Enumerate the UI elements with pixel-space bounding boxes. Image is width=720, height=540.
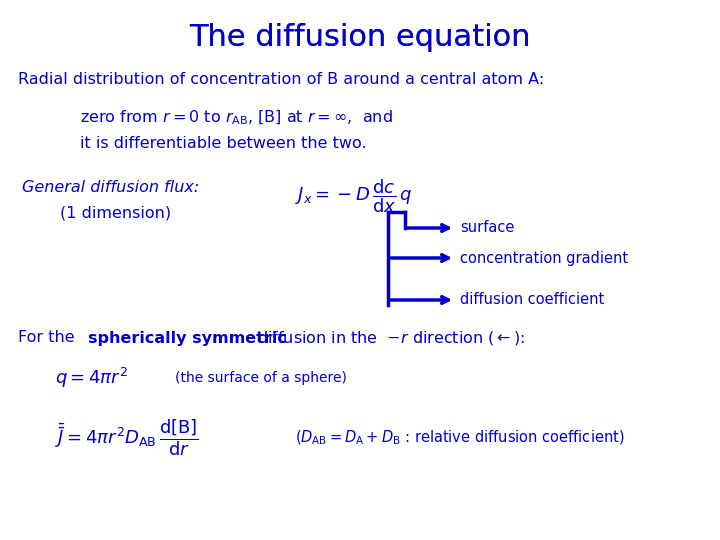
Text: The diffusion equation: The diffusion equation xyxy=(189,24,531,52)
Text: $\bar{\bar{J}} = 4\pi r^2 D_\mathrm{AB}\,\dfrac{\mathrm{d[B]}}{\mathrm{d}r}$: $\bar{\bar{J}} = 4\pi r^2 D_\mathrm{AB}\… xyxy=(55,417,199,458)
Text: (the surface of a sphere): (the surface of a sphere) xyxy=(175,371,347,385)
Text: Radial distribution of concentration of B around a central atom A:: Radial distribution of concentration of … xyxy=(18,72,544,87)
Text: $(D_\mathrm{AB} = D_\mathrm{A} + D_\mathrm{B}$ : relative diffusion coefficient$: $(D_\mathrm{AB} = D_\mathrm{A} + D_\math… xyxy=(295,429,624,447)
Text: zero from $\mathit{r}=0$ to $\mathit{r}_\mathrm{AB}$, [B] at $\mathit{r}=\infty$: zero from $\mathit{r}=0$ to $\mathit{r}_… xyxy=(80,109,392,127)
Text: (1 dimension): (1 dimension) xyxy=(60,206,171,220)
Text: spherically symmetric: spherically symmetric xyxy=(88,330,287,346)
Text: diffusion in the  $-\mathit{r}$ direction ($\leftarrow$):: diffusion in the $-\mathit{r}$ direction… xyxy=(252,329,526,347)
Text: it is differentiable between the two.: it is differentiable between the two. xyxy=(80,136,366,151)
Text: surface: surface xyxy=(460,220,514,235)
Text: The diffusion equation: The diffusion equation xyxy=(189,24,531,52)
Text: diffusion coefficient: diffusion coefficient xyxy=(460,293,604,307)
Text: General diffusion flux:: General diffusion flux: xyxy=(22,180,199,195)
Text: For the: For the xyxy=(18,330,80,346)
Text: $q = 4\pi r^2$: $q = 4\pi r^2$ xyxy=(55,366,128,390)
Text: $J_x = -D\,\dfrac{\mathrm{d}c}{\mathrm{d}x}\,q$: $J_x = -D\,\dfrac{\mathrm{d}c}{\mathrm{d… xyxy=(295,177,413,215)
Text: concentration gradient: concentration gradient xyxy=(460,251,628,266)
